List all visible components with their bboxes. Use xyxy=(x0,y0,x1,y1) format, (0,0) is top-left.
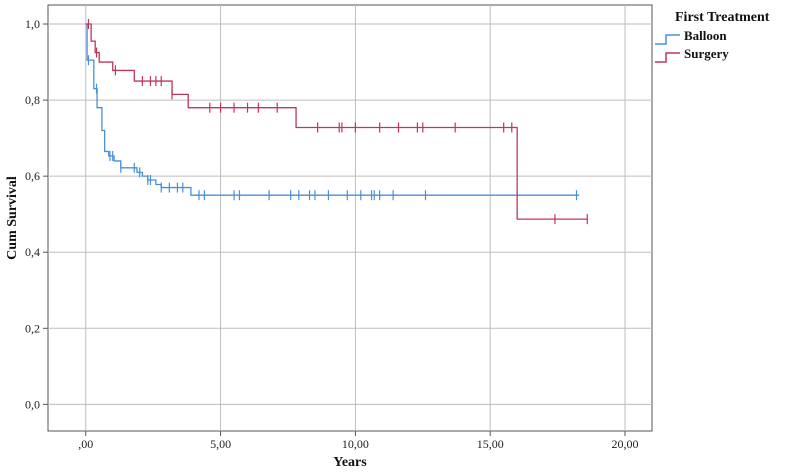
x-tick-label: 15,00 xyxy=(477,437,504,451)
x-tick-label: 5,00 xyxy=(210,437,231,451)
legend: First Treatment Balloon Surgery xyxy=(655,10,770,63)
gridlines xyxy=(48,5,652,431)
surgery-survival-line xyxy=(85,23,588,220)
y-tick-label: 0,8 xyxy=(25,93,40,107)
x-tick-label: ,00 xyxy=(78,437,93,451)
y-tick-label: 0,4 xyxy=(25,245,40,259)
y-tick-label: 0,2 xyxy=(25,321,40,335)
legend-label-surgery: Surgery xyxy=(684,46,729,61)
x-axis-ticks: ,00 5,00 10,00 15,00 20,00 xyxy=(78,431,639,451)
x-tick-label: 20,00 xyxy=(612,437,639,451)
legend-label-balloon: Balloon xyxy=(684,28,727,43)
y-tick-label: 0,6 xyxy=(25,169,40,183)
y-axis-title: Cum Survival xyxy=(5,176,20,260)
y-tick-label: 1,0 xyxy=(25,17,40,31)
y-axis-ticks: 0,0 0,2 0,4 0,6 0,8 1,0 xyxy=(25,17,48,411)
plot-area xyxy=(47,4,653,432)
legend-title: First Treatment xyxy=(675,10,770,25)
x-axis-title: Years xyxy=(333,455,367,470)
x-tick-label: 10,00 xyxy=(342,437,369,451)
legend-item-surgery: Surgery xyxy=(655,46,729,63)
y-tick-label: 0,0 xyxy=(25,397,40,411)
legend-item-balloon: Balloon xyxy=(655,28,727,45)
series-layer xyxy=(85,19,588,225)
legend-swatch-surgery xyxy=(655,52,680,63)
legend-swatch-balloon xyxy=(655,34,680,45)
legend-items: Balloon Surgery xyxy=(655,28,729,63)
